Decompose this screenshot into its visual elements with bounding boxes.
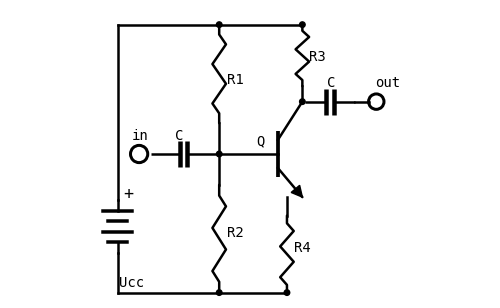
Circle shape [216, 22, 222, 27]
Circle shape [300, 22, 305, 27]
Text: out: out [374, 76, 400, 90]
Circle shape [216, 151, 222, 157]
Text: Ucc: Ucc [119, 276, 144, 290]
Circle shape [216, 290, 222, 295]
Text: Q: Q [256, 135, 264, 149]
Text: R4: R4 [294, 241, 310, 255]
Text: C: C [328, 76, 336, 90]
Text: in: in [132, 128, 148, 143]
Text: C: C [174, 128, 183, 143]
Polygon shape [291, 185, 302, 197]
Text: +: + [123, 185, 133, 203]
Circle shape [300, 99, 305, 104]
Text: R1: R1 [227, 73, 244, 87]
Circle shape [284, 290, 290, 295]
Text: R2: R2 [227, 225, 244, 240]
Text: R3: R3 [309, 50, 326, 64]
